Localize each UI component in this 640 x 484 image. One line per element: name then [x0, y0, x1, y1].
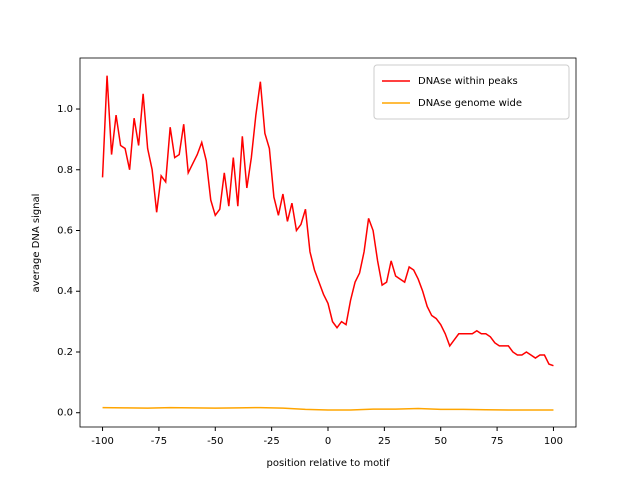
plot-frame — [79, 57, 577, 428]
x-tick-label: -50 — [207, 436, 223, 447]
legend-label: DNAse genome wide — [418, 98, 522, 109]
y-tick-label: 0.8 — [57, 165, 73, 176]
legend-label: DNAse within peaks — [418, 76, 518, 87]
y-tick-label: 0.0 — [57, 408, 73, 419]
y-tick-label: 1.0 — [57, 104, 73, 115]
x-tick-label: 50 — [434, 436, 447, 447]
y-tick-label: 0.2 — [57, 347, 73, 358]
x-axis-label: position relative to motif — [267, 458, 390, 469]
data-line — [101, 75, 554, 367]
y-tick-label: 0.4 — [57, 286, 73, 297]
legend-box — [373, 64, 570, 120]
x-tick-label: 100 — [544, 436, 563, 447]
x-tick-label: -75 — [151, 436, 167, 447]
x-tick-label: 0 — [325, 436, 331, 447]
data-line — [102, 406, 554, 411]
x-tick-label: 25 — [378, 436, 391, 447]
y-tick-label: 0.6 — [57, 226, 73, 237]
x-tick-label: 75 — [491, 436, 504, 447]
y-axis-label: average DNA signal — [31, 194, 42, 293]
x-tick-label: -100 — [91, 436, 114, 447]
x-tick-label: -25 — [263, 436, 279, 447]
